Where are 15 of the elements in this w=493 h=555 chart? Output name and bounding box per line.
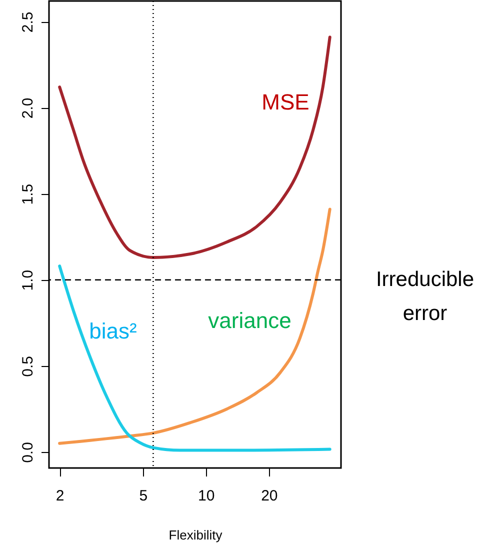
series-label: MSE	[262, 90, 310, 115]
x-tick-label: 20	[261, 488, 278, 504]
y-tick-label: 2.0	[20, 98, 36, 119]
y-tick-label: 1.5	[20, 184, 36, 205]
y-tick-label: 1.0	[20, 270, 36, 291]
ref-line-label: Irreducible error	[376, 268, 474, 325]
series-label: variance	[208, 308, 292, 334]
x-tick-label: 5	[139, 488, 148, 504]
y-tick-label: 0.5	[20, 356, 36, 377]
x-axis-title: Flexibility	[168, 528, 223, 542]
y-tick-label: 0.0	[20, 442, 36, 463]
y-tick-label: 2.5	[20, 12, 36, 33]
series-label: bias²	[89, 318, 137, 344]
x-tick-label: 10	[198, 488, 215, 504]
x-tick-label: 2	[56, 488, 64, 504]
